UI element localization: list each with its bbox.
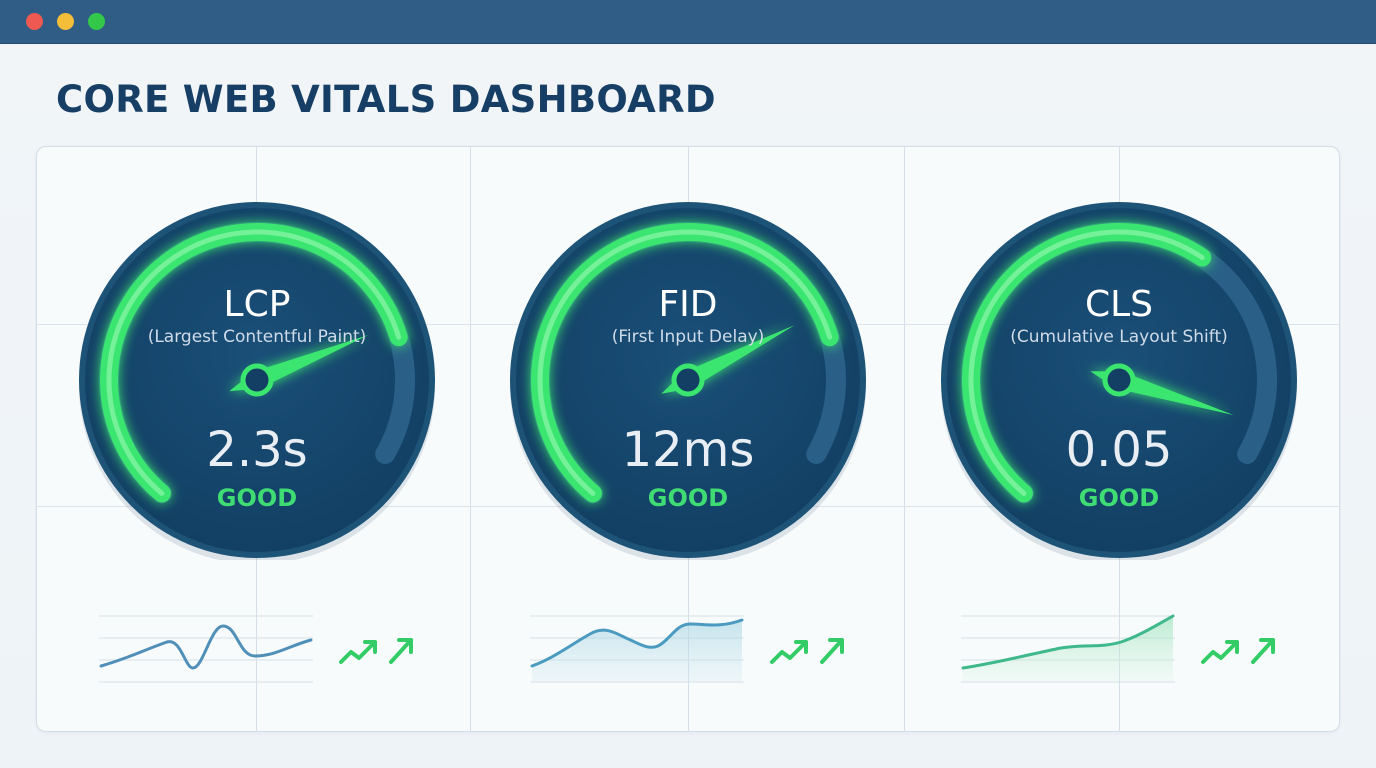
metric-full-name: (First Input Delay) (611, 327, 765, 347)
sparkline-chart (99, 615, 313, 683)
trending-up-icon (1201, 638, 1275, 664)
gauge-needle-hub (671, 363, 705, 397)
page-title: CORE WEB VITALS DASHBOARD (56, 78, 716, 121)
minimize-window-button[interactable] (57, 13, 74, 30)
metric-abbr: LCP (223, 284, 291, 325)
gauge-dial (510, 202, 866, 560)
gauge-dial (79, 202, 435, 560)
metric-full-name: (Largest Contentful Paint) (147, 327, 367, 347)
metric-value: 2.3s (206, 422, 308, 478)
gauge-arc-highlight (968, 229, 1205, 496)
grid-divider (904, 146, 905, 732)
gauge-cls: CLS (Cumulative Layout Shift) 0.05 GOOD (939, 200, 1299, 560)
close-window-button[interactable] (26, 13, 43, 30)
metric-card-cls: CLS (Cumulative Layout Shift) 0.05 GOOD (899, 146, 1333, 732)
sparkline-chart (530, 615, 744, 683)
metric-card-lcp: LCP (Largest Contentful Paint) 2.3s GOOD (37, 146, 471, 732)
gauge-dial (941, 202, 1297, 560)
metric-abbr: FID (658, 284, 718, 325)
gauge-lcp: LCP (Largest Contentful Paint) 2.3s GOOD (77, 200, 437, 560)
window-titlebar (0, 0, 1376, 44)
metric-abbr: CLS (1084, 284, 1154, 325)
gauge-fid: FID (First Input Delay) 12ms GOOD (508, 200, 868, 560)
status-badge: GOOD (647, 484, 729, 512)
metric-full-name: (Cumulative Layout Shift) (1010, 327, 1228, 347)
maximize-window-button[interactable] (88, 13, 105, 30)
metric-value: 12ms (621, 422, 755, 478)
sparkline-chart (961, 614, 1175, 683)
status-badge: GOOD (1078, 484, 1160, 512)
status-badge: GOOD (216, 484, 298, 512)
gauge-needle-hub (240, 363, 274, 397)
metric-card-fid: FID (First Input Delay) 12ms GOOD (468, 146, 902, 732)
gauge-arc-highlight (106, 229, 402, 496)
metric-value: 0.05 (1065, 422, 1173, 478)
grid-divider (470, 146, 471, 732)
trending-up-icon (339, 638, 413, 664)
gauge-arc-highlight (537, 229, 833, 496)
gauge-needle-hub (1102, 363, 1136, 397)
trending-up-icon (770, 638, 844, 664)
